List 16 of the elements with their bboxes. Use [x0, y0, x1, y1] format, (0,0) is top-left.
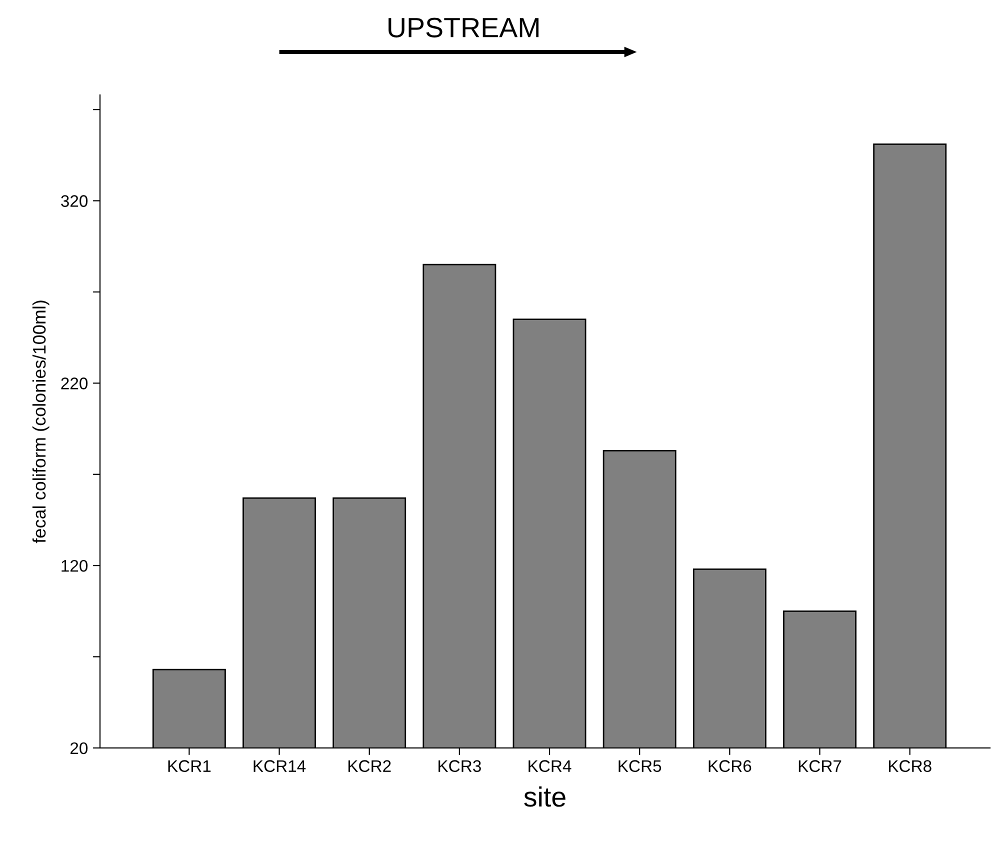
- x-tick-label: KCR1: [168, 760, 211, 772]
- y-tick-label: 120: [62, 560, 88, 572]
- y-tick-label: 220: [61, 378, 88, 390]
- y-tick-label: 320: [61, 195, 88, 207]
- x-tick-label: KCR5: [618, 760, 662, 772]
- x-tick-label: KCR14: [254, 760, 306, 772]
- x-tick-label: KCR3: [438, 760, 481, 772]
- y-axis-title: fecal coliform (colonies/100ml): [32, 300, 50, 544]
- y-tick-label: 20: [70, 742, 88, 754]
- x-tick-label: KCR6: [708, 760, 752, 772]
- x-tick-label: KCR8: [888, 760, 932, 772]
- x-tick-label: KCR4: [528, 760, 572, 772]
- text: UPSTREAM: [388, 18, 538, 38]
- x-axis-title: site: [524, 786, 566, 807]
- x-tick-label: KCR7: [798, 760, 842, 772]
- x-tick-label: KCR2: [348, 760, 391, 772]
